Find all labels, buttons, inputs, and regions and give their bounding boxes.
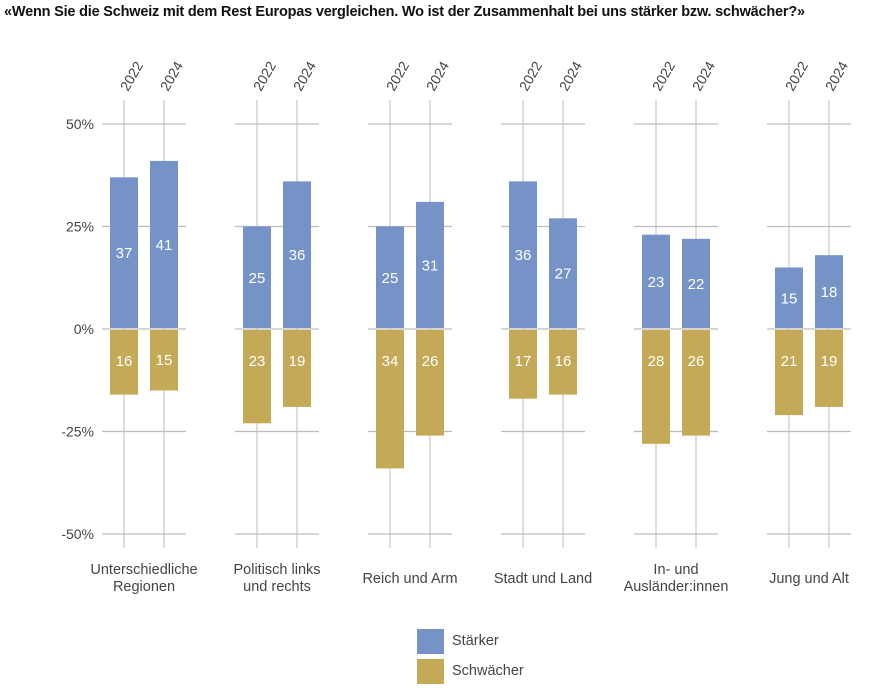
bar-value-label-schwaecher: 16 [555,353,572,370]
y-tick-label: -25% [61,424,94,440]
bar-value-label-staerker: 37 [116,245,133,262]
bar-staerker [110,177,138,328]
category-label: Jung und Alt [769,571,849,587]
bar-value-label-schwaecher: 34 [382,353,399,370]
y-tick-label: -50% [61,526,94,542]
bar-staerker [376,226,404,328]
bar-value-label-staerker: 25 [382,270,399,287]
bar-schwaecher [283,330,311,407]
bar-staerker [416,201,444,328]
bar-schwaecher [509,330,537,399]
bar-staerker [243,226,271,328]
year-label: 2024 [423,58,453,93]
bar-staerker [775,267,803,328]
year-label: 2022 [516,58,546,93]
bar-value-label-schwaecher: 15 [156,352,173,369]
bar-schwaecher [110,330,138,395]
bar-value-label-staerker: 27 [555,266,572,283]
bar-value-label-schwaecher: 21 [781,353,798,370]
bar-schwaecher [815,330,843,407]
y-tick-label: 25% [66,219,94,235]
bar-value-label-schwaecher: 28 [648,353,665,370]
category-label: Regionen [113,579,175,595]
bar-staerker [283,181,311,328]
bar-value-label-staerker: 25 [249,270,266,287]
bar-value-label-staerker: 15 [781,290,798,307]
bar-schwaecher [376,330,404,469]
bar-schwaecher [642,330,670,444]
category-label: In- und [653,562,698,578]
bar-schwaecher [775,330,803,416]
bar-value-label-staerker: 22 [688,276,705,293]
year-label: 2022 [117,58,147,93]
bar-value-label-staerker: 41 [156,237,173,254]
bar-schwaecher [150,330,178,391]
bar-value-label-staerker: 36 [515,247,532,264]
bar-schwaecher [243,330,271,424]
bar-value-label-staerker: 36 [289,247,306,264]
year-label: 2022 [649,58,679,93]
bar-value-label-schwaecher: 23 [249,353,266,370]
bar-staerker [642,234,670,328]
bar-value-label-staerker: 23 [648,274,665,291]
bar-staerker [549,218,577,328]
legend-swatch-staerker [417,628,444,654]
category-label: und rechts [243,579,311,595]
legend-item-schwaecher: Schwächer [417,656,524,686]
legend-label-schwaecher: Schwächer [452,663,524,679]
year-label: 2022 [250,58,280,93]
y-tick-label: 0% [74,321,94,337]
bar-value-label-schwaecher: 19 [289,353,306,370]
y-tick-label: 50% [66,116,94,132]
year-label: 2024 [689,58,719,93]
bar-value-label-schwaecher: 26 [688,353,705,370]
bar-schwaecher [549,330,577,395]
bar-chart: 50% 25% 0% -25% -50% 37 16 41 15 25 23 36 19 25 34 31 2… [61,58,852,595]
bar-staerker [682,238,710,328]
category-label: Stadt und Land [494,571,592,587]
year-label: 2024 [157,58,187,93]
year-label: 2024 [290,58,320,93]
bar-schwaecher [416,330,444,436]
bar-value-label-schwaecher: 16 [116,353,133,370]
legend-label-staerker: Stärker [452,633,499,649]
legend-swatch-schwaecher [417,658,444,684]
bar-staerker [150,160,178,328]
bar-staerker [815,255,843,328]
bar-value-label-staerker: 18 [821,284,838,301]
category-label: Unterschiedliche [90,562,197,578]
bar-value-label-schwaecher: 17 [515,353,532,370]
chart-title: «Wenn Sie die Schweiz mit dem Rest Europ… [4,4,805,20]
bar-value-label-schwaecher: 19 [821,353,838,370]
category-label: Reich und Arm [362,571,457,587]
bar-value-label-schwaecher: 26 [422,353,439,370]
category-label: Politisch links [233,562,320,578]
year-label: 2024 [822,58,852,93]
category-label: Ausländer:innen [624,579,729,595]
bar-staerker [509,181,537,328]
year-label: 2022 [782,58,812,93]
year-label: 2022 [383,58,413,93]
bar-schwaecher [682,330,710,436]
legend-item-staerker: Stärker [417,626,524,656]
year-label: 2024 [556,58,586,93]
legend: Stärker Schwächer [417,626,524,686]
bar-value-label-staerker: 31 [422,257,439,274]
